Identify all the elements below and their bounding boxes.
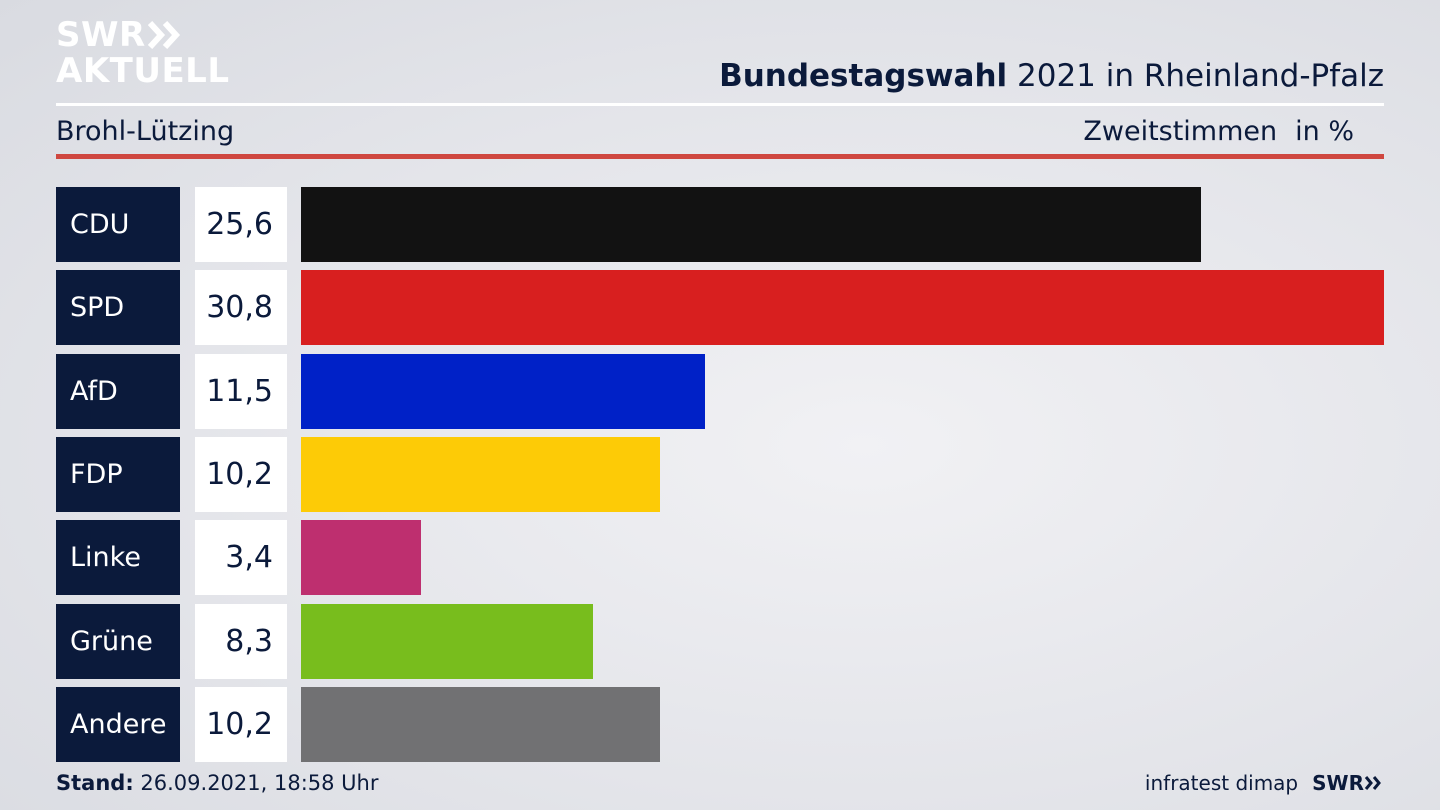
footer-brand: SWR bbox=[1312, 771, 1384, 795]
region-label: Brohl-Lützing bbox=[56, 116, 235, 147]
footer-credits: infratest dimap SWR bbox=[1145, 771, 1384, 795]
header-divider bbox=[56, 103, 1384, 106]
bar bbox=[301, 187, 1202, 262]
category-label: FDP bbox=[56, 436, 180, 512]
metric-label: Zweitstimmen in % bbox=[1083, 116, 1354, 147]
bar bbox=[301, 520, 421, 596]
footer-brand-text: SWR bbox=[1312, 771, 1364, 795]
category-label: AfD bbox=[56, 353, 180, 429]
data-label: 3,4 bbox=[195, 520, 287, 596]
bar bbox=[301, 603, 593, 679]
source-label: infratest dimap bbox=[1144, 771, 1299, 795]
logo-swr-text: SWR bbox=[56, 15, 146, 55]
title-strong: Bundestagswahl bbox=[719, 58, 1008, 94]
category-label: Grüne bbox=[56, 603, 180, 679]
page-title: Bundestagswahl 2021 in Rheinland-Pfalz bbox=[719, 58, 1384, 94]
data-label: 8,3 bbox=[195, 603, 287, 679]
category-label: CDU bbox=[56, 187, 180, 262]
metric-name: Zweitstimmen bbox=[1083, 116, 1278, 147]
bar bbox=[301, 270, 1384, 346]
bar bbox=[301, 686, 660, 762]
double-chevron-icon bbox=[1364, 776, 1381, 790]
data-label: 25,6 bbox=[195, 187, 287, 262]
data-label: 11,5 bbox=[195, 353, 287, 429]
metric-unit: in % bbox=[1295, 116, 1354, 147]
category-label: Linke bbox=[56, 520, 180, 596]
stand-label: Stand: bbox=[56, 771, 134, 795]
logo-aktuell-text: AKTUELL bbox=[56, 51, 230, 91]
data-label: 10,2 bbox=[195, 436, 287, 512]
title-rest: 2021 in Rheinland-Pfalz bbox=[1007, 58, 1384, 94]
data-label: 10,2 bbox=[195, 686, 287, 762]
timestamp: Stand: 26.09.2021, 18:58 Uhr bbox=[56, 771, 379, 795]
bar bbox=[301, 436, 660, 512]
accent-divider bbox=[56, 154, 1384, 159]
swr-aktuell-logo: SWR AKTUELL bbox=[56, 18, 230, 88]
bar bbox=[301, 353, 706, 429]
category-label: SPD bbox=[56, 270, 180, 346]
category-label: Andere bbox=[56, 686, 180, 762]
double-chevron-icon bbox=[147, 21, 180, 49]
data-label: 30,8 bbox=[195, 270, 287, 346]
stand-value: 26.09.2021, 18:58 Uhr bbox=[133, 771, 379, 795]
